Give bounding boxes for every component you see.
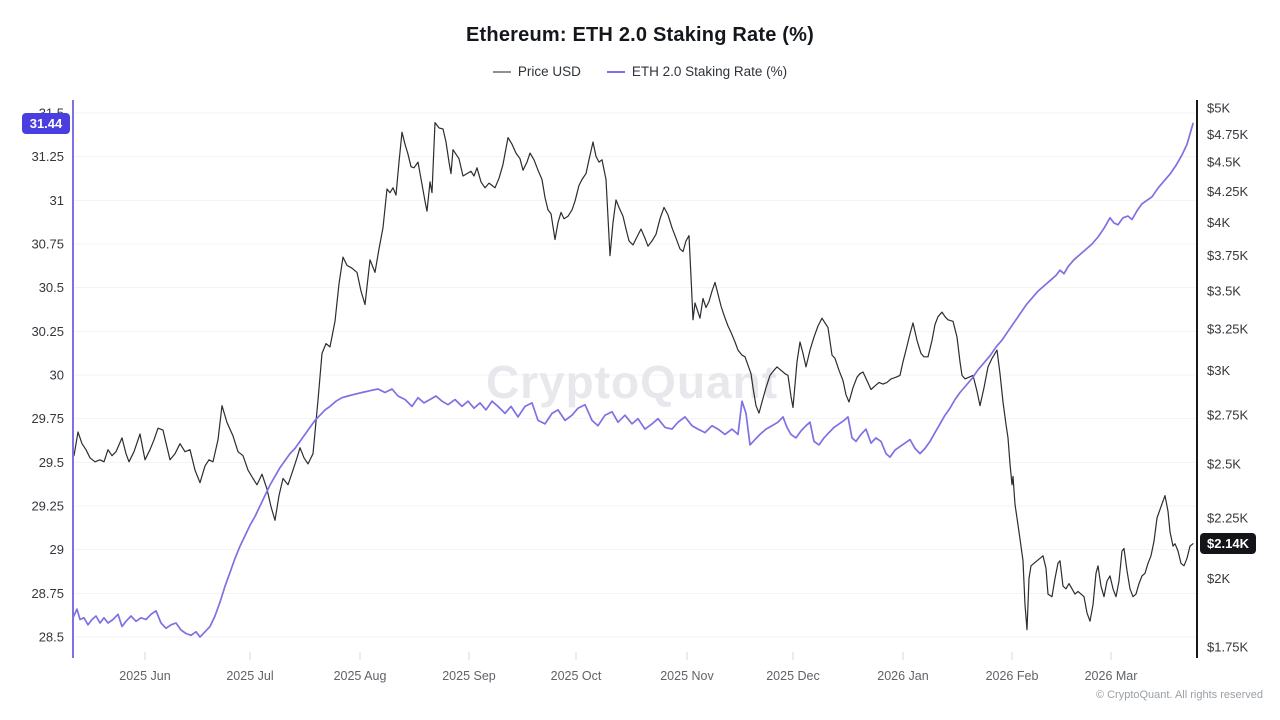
- x-axis-tick-label: 2026 Mar: [1085, 669, 1138, 683]
- left-axis-tick-label: 30.25: [31, 324, 64, 339]
- page-title: Ethereum: ETH 2.0 Staking Rate (%): [466, 24, 814, 46]
- right-axis-tick-label: $4.25K: [1207, 184, 1249, 199]
- right-axis-tick-label: $2.25K: [1207, 510, 1249, 525]
- left-axis-tick-label: 31: [50, 193, 64, 208]
- x-axis-tick-label: 2025 Nov: [660, 669, 714, 683]
- x-axis-tick-label: 2026 Jan: [877, 669, 928, 683]
- x-axis-tick-label: 2025 Sep: [442, 669, 496, 683]
- right-axis-tick-label: $1.75K: [1207, 639, 1249, 654]
- right-axis-tick-label: $3.5K: [1207, 284, 1241, 299]
- x-axis-tick-label: 2026 Feb: [986, 669, 1039, 683]
- left-axis-tick-label: 30.5: [39, 280, 64, 295]
- left-axis-tick-label: 29.25: [31, 499, 64, 514]
- price-usd-dash-icon: [492, 70, 511, 73]
- right-axis-tick-label: $3.75K: [1207, 248, 1249, 263]
- left-axis-last-value-badge: 31.44: [22, 112, 70, 134]
- left-axis-tick-label: 30: [50, 368, 64, 383]
- left-axis-tick-label: 29.5: [39, 455, 64, 470]
- legend-label: Price USD: [517, 64, 581, 79]
- chart-legend: Price USD ETH 2.0 Staking Rate (%): [0, 64, 1280, 79]
- copyright-text: © CryptoQuant. All rights reserved: [1095, 689, 1263, 701]
- left-axis-tick-label: 28.5: [39, 630, 64, 645]
- right-axis-tick-label: $2K: [1207, 571, 1230, 586]
- x-axis-tick-label: 2025 Aug: [334, 669, 387, 683]
- x-axis-tick-label: 2025 Jun: [119, 669, 170, 683]
- watermark-text: CryptoQuant: [486, 356, 778, 408]
- right-axis-tick-label: $4.75K: [1207, 127, 1249, 142]
- x-axis-tick-label: 2025 Jul: [226, 669, 273, 683]
- right-axis-tick-label: $4.5K: [1207, 155, 1241, 170]
- left-axis-tick-label: 29: [50, 542, 64, 557]
- x-axis-tick-label: 2025 Dec: [766, 669, 820, 683]
- staking-rate-line: [72, 122, 1194, 638]
- left-axis-tick-label: 30.75: [31, 237, 64, 252]
- right-axis-tick-label: $3.25K: [1207, 322, 1249, 337]
- right-axis-tick-label: $2.75K: [1207, 407, 1249, 422]
- legend-item-price-usd[interactable]: Price USD: [492, 64, 581, 79]
- x-axis-tick-label: 2025 Oct: [551, 669, 602, 683]
- right-axis-tick-label: $5K: [1207, 101, 1230, 116]
- right-axis-tick-label: $3K: [1207, 363, 1230, 378]
- legend-item-staking-rate[interactable]: ETH 2.0 Staking Rate (%): [606, 64, 788, 79]
- right-axis-tick-label: $4K: [1207, 215, 1230, 230]
- price-usd-line: [73, 122, 1194, 631]
- left-axis-tick-label: 29.75: [31, 411, 64, 426]
- staking-rate-dash-icon: [606, 70, 625, 73]
- left-axis-tick-label: 28.75: [31, 586, 64, 601]
- legend-label: ETH 2.0 Staking Rate (%): [631, 64, 788, 79]
- right-axis-tick-label: $2.5K: [1207, 456, 1241, 471]
- right-axis-last-value-badge: $2.14K: [1200, 533, 1256, 555]
- left-axis-tick-label: 31.25: [31, 149, 64, 164]
